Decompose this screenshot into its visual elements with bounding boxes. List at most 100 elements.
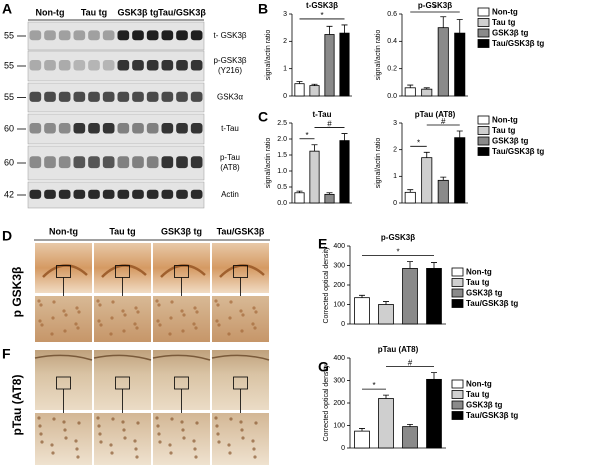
cell bbox=[96, 299, 100, 303]
blot-column-label: GSK3β tg bbox=[118, 7, 159, 17]
cell bbox=[252, 306, 256, 310]
blot-band bbox=[117, 60, 130, 71]
blot-band bbox=[146, 156, 159, 169]
cell bbox=[40, 440, 44, 444]
cell bbox=[133, 439, 137, 443]
cell bbox=[169, 451, 173, 455]
cell bbox=[194, 326, 198, 330]
bar bbox=[354, 430, 370, 449]
cell bbox=[155, 299, 159, 303]
cell bbox=[241, 436, 245, 440]
blot-band bbox=[44, 30, 56, 41]
y-tick-label: 400 bbox=[333, 243, 345, 250]
cell bbox=[254, 310, 258, 314]
error-bar bbox=[359, 428, 365, 432]
blot-band bbox=[73, 60, 86, 71]
cell bbox=[156, 424, 160, 428]
legend-label: Tau/GSK3β tg bbox=[466, 299, 518, 308]
bar bbox=[354, 297, 370, 325]
cortex-edge bbox=[211, 354, 270, 361]
cell bbox=[76, 455, 80, 459]
y-axis-label: signal/actin ratio bbox=[375, 30, 382, 81]
blot-band bbox=[132, 123, 144, 134]
error-bar bbox=[431, 372, 437, 380]
histology-column-label: Tau/GSK3β bbox=[217, 226, 265, 236]
blot-band bbox=[29, 156, 42, 169]
legend-swatch bbox=[451, 411, 464, 420]
blot-strip bbox=[27, 82, 205, 113]
cell bbox=[195, 421, 199, 425]
y-tick-label: 2 bbox=[393, 147, 397, 154]
blot-band bbox=[44, 189, 56, 199]
cell bbox=[170, 300, 174, 304]
blot-band bbox=[146, 189, 159, 199]
y-tick-label: 100 bbox=[333, 301, 345, 308]
y-axis-label: signal/actin ratio bbox=[265, 30, 272, 81]
blot-column-label: Non-tg bbox=[36, 7, 65, 17]
cell bbox=[217, 440, 221, 444]
legend-label: Tau tg bbox=[466, 278, 490, 287]
cell bbox=[214, 416, 218, 420]
error-bar bbox=[311, 144, 318, 152]
cell bbox=[122, 329, 126, 333]
legend-label: Tau tg bbox=[466, 390, 490, 399]
legend-label: GSK3β tg bbox=[492, 137, 529, 146]
bar bbox=[454, 137, 466, 204]
error-bar bbox=[383, 394, 389, 399]
legend-swatch bbox=[451, 299, 464, 308]
cell bbox=[194, 455, 198, 459]
blot-sublabel: (Y216) bbox=[218, 66, 242, 75]
blot-kda: 55 bbox=[4, 30, 14, 40]
legend-swatch bbox=[477, 136, 490, 146]
blot-band bbox=[44, 60, 56, 71]
blot-band bbox=[132, 189, 144, 199]
blot-band bbox=[161, 30, 174, 41]
legend-label: Non-tg bbox=[492, 116, 518, 125]
blot-band bbox=[73, 123, 86, 134]
y-tick-label: 1 bbox=[393, 173, 397, 180]
y-tick-label: 400 bbox=[333, 355, 345, 362]
significance-label: * bbox=[305, 131, 308, 140]
cell bbox=[111, 417, 115, 421]
histology-column-label: Non-tg bbox=[49, 226, 78, 236]
cell bbox=[74, 439, 78, 443]
y-tick-label: 0.5 bbox=[277, 184, 287, 191]
blot-strip bbox=[27, 145, 205, 181]
cell bbox=[135, 455, 139, 459]
blot-band bbox=[146, 91, 159, 102]
cell bbox=[228, 316, 232, 320]
error-bar bbox=[407, 189, 414, 193]
cell bbox=[122, 428, 126, 432]
blot-band bbox=[176, 30, 188, 41]
cell bbox=[180, 420, 184, 424]
cell bbox=[136, 310, 140, 314]
bar bbox=[294, 83, 305, 97]
cell bbox=[252, 447, 256, 451]
y-tick-label: 0 bbox=[283, 93, 287, 100]
legend-swatch bbox=[477, 39, 490, 48]
cell bbox=[98, 432, 102, 436]
cell bbox=[99, 440, 103, 444]
blot-band bbox=[88, 91, 100, 102]
cell bbox=[217, 323, 221, 327]
cell bbox=[134, 447, 138, 451]
error-bar bbox=[296, 190, 303, 193]
blot-band bbox=[176, 60, 188, 71]
panel-letter: C bbox=[258, 109, 268, 125]
y-tick-label: 100 bbox=[333, 422, 345, 429]
blot-band bbox=[29, 30, 42, 41]
y-axis-label: signal/actin ratio bbox=[265, 138, 272, 189]
y-tick-label: 0.2 bbox=[387, 66, 397, 73]
cell bbox=[254, 421, 258, 425]
y-axis-label: signal/actin ratio bbox=[375, 138, 382, 189]
panel-letter: F bbox=[2, 346, 11, 362]
chart-title: p-GSK3β bbox=[381, 233, 415, 242]
blot-band bbox=[132, 60, 144, 71]
cell bbox=[37, 416, 41, 420]
cell bbox=[51, 451, 55, 455]
bar bbox=[378, 304, 394, 325]
legend-label: Non-tg bbox=[492, 8, 518, 17]
blot-band bbox=[117, 30, 130, 41]
cell bbox=[62, 420, 66, 424]
blot-band bbox=[161, 189, 174, 199]
